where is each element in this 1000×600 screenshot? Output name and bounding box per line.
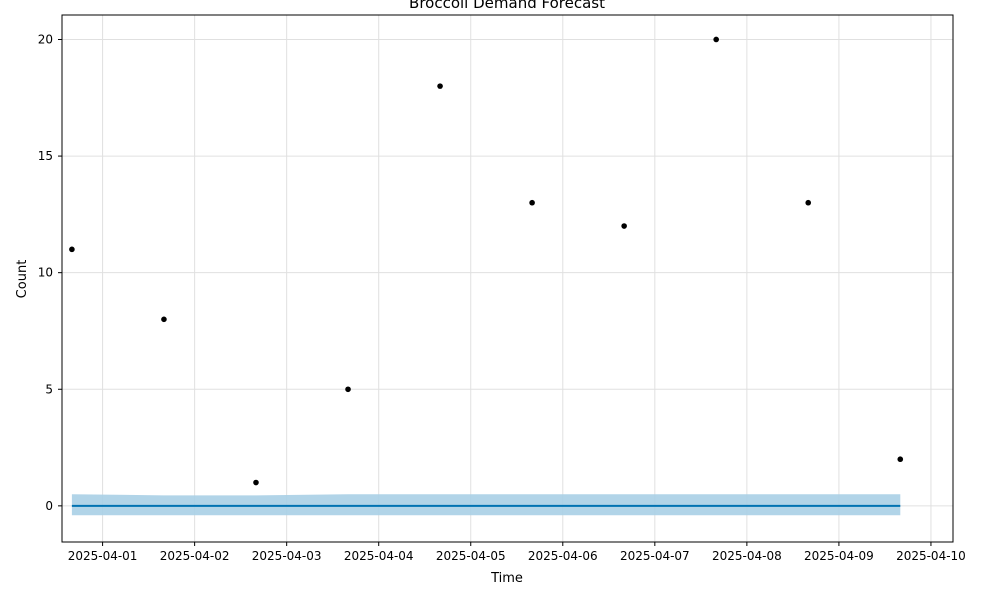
x-tick-label: 2025-04-01 — [68, 549, 138, 563]
observed-point — [713, 36, 719, 43]
observed-points — [69, 36, 904, 486]
observed-point — [805, 199, 812, 206]
x-tick-label: 2025-04-06 — [528, 549, 598, 563]
x-tick-label: 2025-04-04 — [344, 549, 414, 563]
observed-point — [253, 479, 259, 486]
observed-point — [897, 456, 904, 463]
uncertainty-band — [71, 494, 901, 516]
x-tick-label: 2025-04-10 — [896, 549, 966, 563]
y-tick-label: 10 — [38, 266, 53, 280]
observed-point — [345, 386, 351, 393]
observed-point — [621, 223, 627, 229]
chart-title: Broccoli Demand Forecast — [409, 0, 605, 12]
y-tick-label: 0 — [45, 499, 53, 513]
y-tick-label: 20 — [38, 32, 53, 46]
observed-point — [69, 246, 75, 253]
x-axis-label: Time — [490, 571, 523, 586]
x-tick-label: 2025-04-05 — [436, 549, 506, 563]
y-tick-label: 5 — [45, 382, 53, 396]
observed-point — [161, 316, 167, 323]
x-tick-label: 2025-04-08 — [712, 549, 782, 563]
forecast-interval-band — [71, 494, 901, 516]
x-axis-ticks: 2025-04-01 2025-04-02 2025-04-03 2025-04-04… — [68, 542, 966, 563]
x-tick-label: 2025-04-02 — [160, 549, 230, 563]
y-axis-ticks: 0 5 10 15 20 — [38, 32, 62, 513]
plot-frame — [61, 14, 954, 543]
y-axis-label: Count — [15, 260, 30, 299]
observed-point — [437, 83, 443, 89]
x-tick-label: 2025-04-09 — [804, 549, 874, 563]
x-tick-label: 2025-04-03 — [252, 549, 322, 563]
x-tick-label: 2025-04-07 — [620, 549, 690, 563]
y-tick-label: 15 — [38, 149, 53, 163]
observed-point — [529, 199, 535, 206]
